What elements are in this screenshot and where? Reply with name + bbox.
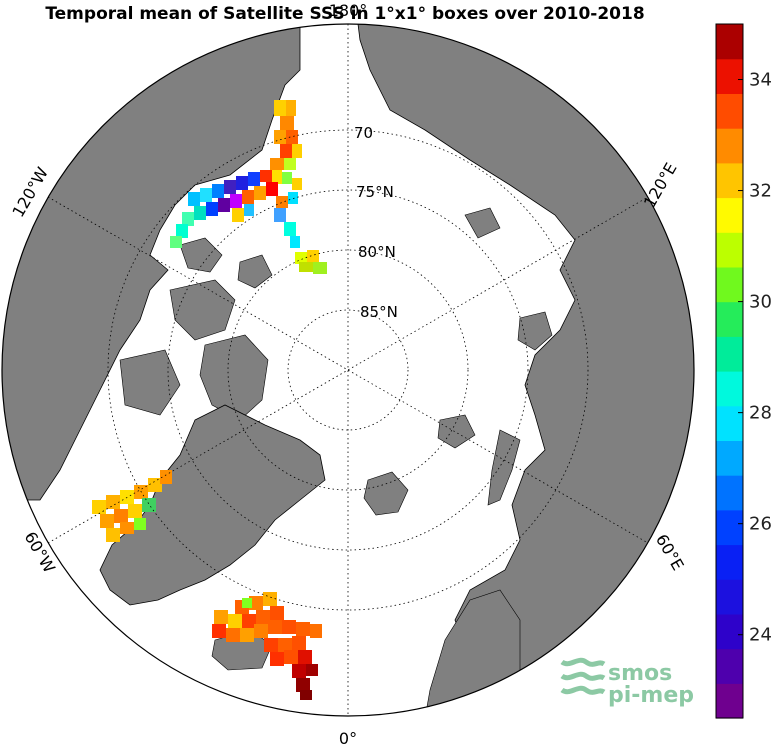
- logo-pimep-text: pi-mep: [608, 683, 694, 708]
- land-new-siberian-islands: [464, 207, 501, 239]
- land-archipelago-5: [237, 254, 273, 289]
- map-boundary: [1, 23, 695, 717]
- colorbar-cell: [716, 128, 743, 164]
- colorbar-cell: [716, 232, 743, 268]
- colorbar-cell: [716, 405, 743, 441]
- colorbar-cell: [716, 613, 743, 650]
- land-franz-josef: [437, 414, 476, 449]
- lat-label-85: 85°N: [360, 303, 398, 321]
- sss-region-nordic: [212, 592, 322, 700]
- colorbar-tick-label: 32: [749, 181, 772, 202]
- land-severnaya-zemlya: [517, 311, 553, 351]
- logo-smos-text: smos: [608, 661, 672, 686]
- colorbar-gradient: [716, 24, 743, 719]
- colorbar-cell: [716, 475, 743, 511]
- colorbar-cell: [716, 648, 743, 684]
- land-archipelago-1: [169, 279, 236, 341]
- colorbar-cell: [716, 93, 743, 129]
- lon-label-120e: 120°E: [640, 159, 681, 211]
- lat-label-75: 75°N: [356, 183, 394, 201]
- meridian-60w-120e: [47, 196, 649, 544]
- meridian-120w-60e: [47, 196, 649, 544]
- parallel-70: [107, 129, 589, 611]
- sss-region-beaufort: [170, 100, 327, 274]
- colorbar-tick-label: 24: [749, 625, 772, 646]
- colorbar-tick-label: 34: [749, 70, 772, 91]
- colorbar-tick-label: 26: [749, 514, 772, 535]
- colorbar-tick-label: 30: [749, 292, 772, 313]
- smos-pimep-logo: smos pi-mep: [560, 657, 694, 708]
- colorbar-cell: [716, 58, 743, 94]
- land-archipelago-4: [119, 349, 181, 416]
- colorbar-tick-label: 28: [749, 403, 772, 424]
- colorbar-cell: [716, 509, 743, 546]
- colorbar-cell: [716, 336, 743, 372]
- map-title: Temporal mean of Satellite SSS in 1°x1° …: [45, 4, 645, 24]
- land-greenland: [99, 404, 326, 606]
- smos-wave-icon: [560, 657, 606, 695]
- land-archipelago-2: [199, 334, 269, 421]
- parallel-80: [227, 249, 469, 491]
- land-archipelago-3: [179, 237, 223, 273]
- colorbar-cell: [716, 371, 743, 407]
- colorbar-cell: [716, 24, 743, 60]
- graticule: [47, 24, 649, 716]
- colorbar-frame: [715, 23, 744, 719]
- colorbar-cell: [716, 440, 743, 476]
- lat-label-70: 70: [354, 124, 373, 142]
- colorbar: 34 32 30 28 26 24: [715, 23, 772, 719]
- parallel-75: [167, 189, 529, 551]
- lat-label-80: 80°N: [358, 243, 396, 261]
- sss-data-boxes: [92, 100, 327, 700]
- colorbar-ticks: 34 32 30 28 26 24: [738, 70, 772, 646]
- colorbar-cell: [716, 301, 743, 337]
- parallel-85: [287, 309, 409, 431]
- colorbar-cell: [716, 266, 743, 303]
- lon-label-60e: 60°E: [652, 531, 688, 574]
- colorbar-cell: [716, 197, 743, 233]
- lon-label-180: 180°: [329, 1, 368, 20]
- lon-label-0: 0°: [339, 729, 357, 746]
- land-svalbard: [363, 471, 409, 516]
- colorbar-cell: [716, 544, 743, 580]
- colorbar-cell: [716, 162, 743, 199]
- land-novaya-zemlya: [487, 429, 521, 506]
- colorbar-cell: [716, 579, 743, 615]
- colorbar-cell: [716, 683, 743, 719]
